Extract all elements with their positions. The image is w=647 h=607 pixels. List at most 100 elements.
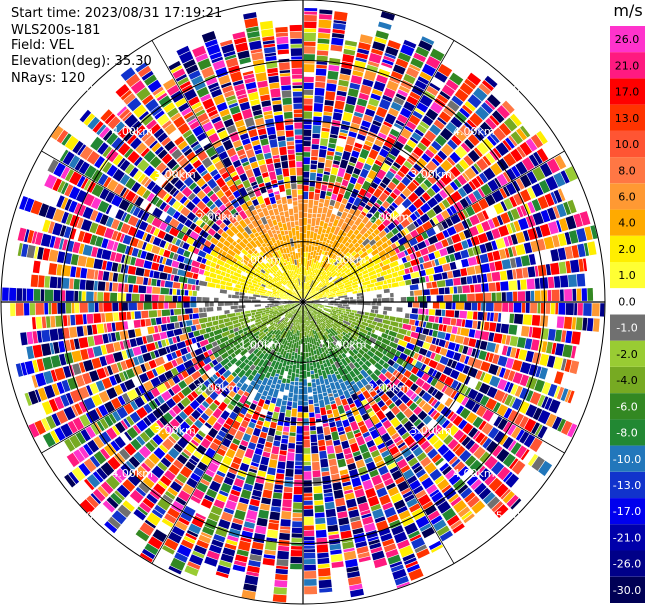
velocity-bin: [348, 387, 354, 392]
velocity-bin: [385, 410, 396, 421]
velocity-bin: [145, 318, 152, 327]
velocity-bin: [408, 568, 424, 581]
velocity-bin: [288, 443, 295, 449]
velocity-bin: [97, 292, 104, 302]
velocity-bin: [157, 461, 168, 472]
velocity-bin: [416, 102, 429, 113]
velocity-bin: [504, 381, 511, 392]
velocity-bin: [253, 357, 261, 367]
velocity-bin: [218, 490, 229, 497]
velocity-bin: [312, 329, 316, 335]
velocity-bin: [318, 149, 327, 158]
velocity-bin: [339, 466, 347, 471]
velocity-bin: [374, 385, 380, 391]
velocity-bin: [462, 172, 470, 182]
velocity-bin: [312, 461, 320, 471]
velocity-bin: [360, 386, 367, 393]
velocity-bin: [409, 503, 421, 513]
velocity-bin: [331, 259, 337, 265]
velocity-bin: [85, 412, 94, 424]
velocity-bin: [123, 371, 129, 380]
velocity-bin: [428, 396, 435, 405]
velocity-bin: [178, 517, 190, 526]
velocity-bin: [287, 318, 291, 323]
velocity-bin: [497, 355, 508, 367]
velocity-bin: [207, 349, 213, 356]
velocity-bin: [265, 371, 271, 379]
velocity-bin: [193, 379, 202, 387]
velocity-bin: [288, 310, 293, 314]
velocity-bin: [202, 526, 215, 536]
velocity-bin: [433, 439, 444, 450]
velocity-bin: [324, 378, 330, 386]
velocity-bin: [147, 472, 159, 484]
velocity-bin: [333, 322, 342, 329]
velocity-bin: [496, 292, 502, 302]
velocity-bin: [437, 444, 450, 456]
velocity-bin: [314, 505, 325, 513]
velocity-bin: [206, 307, 214, 312]
velocity-bin: [183, 448, 192, 457]
velocity-bin: [419, 71, 432, 81]
velocity-bin: [267, 361, 272, 367]
velocity-bin: [368, 539, 380, 546]
velocity-bin: [461, 469, 475, 482]
velocity-bin: [446, 226, 457, 236]
velocity-bin: [166, 158, 178, 170]
velocity-bin: [361, 321, 369, 327]
velocity-bin: [526, 278, 535, 290]
velocity-bin: [376, 74, 388, 84]
velocity-bin: [164, 513, 177, 524]
velocity-bin: [292, 308, 298, 314]
velocity-bin: [435, 363, 446, 373]
velocity-bin: [338, 354, 344, 360]
velocity-bin: [571, 331, 581, 345]
velocity-bin: [333, 320, 342, 327]
velocity-bin: [523, 203, 531, 215]
velocity-bin: [255, 405, 262, 413]
velocity-bin: [340, 267, 348, 274]
velocity-bin: [413, 198, 424, 209]
velocity-bin: [374, 482, 385, 491]
velocity-bin: [292, 509, 303, 513]
velocity-bin: [344, 241, 350, 248]
velocity-bin: [341, 265, 346, 270]
velocity-bin: [105, 191, 116, 203]
velocity-bin: [461, 436, 471, 447]
velocity-bin: [309, 330, 312, 337]
velocity-bin: [188, 168, 196, 176]
velocity-bin: [360, 369, 369, 379]
velocity-bin: [468, 181, 477, 191]
velocity-bin: [456, 174, 467, 186]
velocity-bin: [321, 127, 330, 132]
velocity-bin: [347, 314, 355, 319]
velocity-bin: [210, 250, 219, 258]
velocity-bin: [178, 421, 190, 433]
velocity-bin: [344, 492, 355, 500]
velocity-bin: [424, 445, 434, 454]
velocity-bin: [337, 264, 343, 270]
velocity-bin: [303, 212, 308, 218]
velocity-bin: [179, 240, 185, 248]
velocity-bin: [332, 389, 338, 394]
velocity-bin: [366, 461, 377, 472]
velocity-bin: [275, 322, 282, 328]
velocity-bin: [366, 407, 373, 414]
velocity-bin: [408, 413, 419, 424]
velocity-bin: [380, 367, 388, 375]
velocity-bin: [268, 427, 276, 437]
velocity-bin: [78, 243, 85, 255]
velocity-bin: [460, 487, 473, 499]
velocity-bin: [141, 462, 151, 473]
velocity-bin: [411, 277, 420, 285]
velocity-bin: [414, 290, 423, 296]
velocity-bin: [293, 292, 301, 300]
velocity-bin: [356, 133, 366, 141]
velocity-bin: [528, 154, 539, 167]
velocity-bin: [311, 217, 316, 227]
velocity-bin: [60, 166, 71, 180]
velocity-bin: [200, 425, 210, 435]
velocity-bin: [370, 449, 380, 458]
velocity-bin: [428, 145, 438, 155]
velocity-bin: [337, 458, 347, 468]
